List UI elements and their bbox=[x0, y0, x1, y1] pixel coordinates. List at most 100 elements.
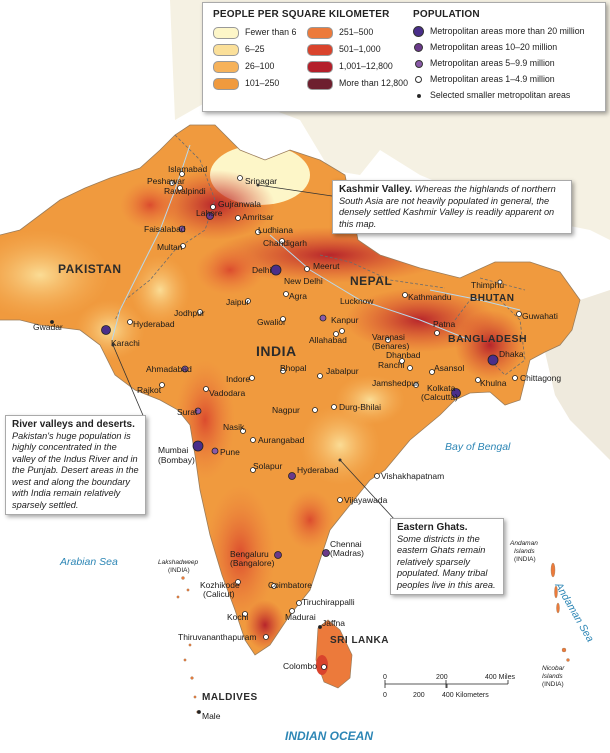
scale-miles-0: 0 bbox=[383, 674, 387, 681]
ghats-callout: Eastern Ghats. Some districts in the eas… bbox=[390, 518, 504, 595]
indus-callout-text: Pakistan's huge population is highly con… bbox=[12, 430, 139, 510]
density-legend-title: PEOPLE PER SQUARE KILOMETER bbox=[213, 9, 390, 20]
maldives-label: MALDIVES bbox=[202, 692, 258, 703]
city-surat: Surat bbox=[177, 407, 198, 417]
city-bengaluru-alt: (Bangalore) bbox=[230, 558, 275, 568]
kashmir-callout-title: Kashmir Valley. bbox=[339, 184, 413, 195]
city-jaipur: Jaipur bbox=[226, 297, 249, 307]
city-ludhiana: Ludhiana bbox=[258, 225, 293, 235]
bangladesh-label: BANGLADESH bbox=[448, 333, 527, 345]
city-varanasi-alt: (Benares) bbox=[372, 341, 409, 351]
large-purple-dot-icon bbox=[413, 26, 424, 38]
small-purple-dot-icon bbox=[414, 59, 423, 68]
coastline bbox=[0, 124, 581, 656]
city-meerut: Meerut bbox=[313, 261, 340, 271]
density-swatch-8 bbox=[307, 77, 333, 90]
city-peshawar: Peshawar bbox=[147, 176, 185, 186]
density-class-1: Fewer than 6 bbox=[213, 25, 296, 39]
city-rawalpindi: Rawalpindi bbox=[164, 186, 206, 196]
city-dhanbad: Dhanbad bbox=[386, 350, 421, 360]
city-jabalpur: Jabalpur bbox=[326, 366, 359, 376]
city-hyderabad-in: Hyderabad bbox=[297, 465, 339, 475]
city-kozhikode: Kozhikode bbox=[200, 580, 240, 590]
city-vijayawada: Vijayawada bbox=[344, 495, 388, 505]
population-class-4: Metropolitan areas 1–4.9 million bbox=[413, 72, 555, 86]
city-chittagong: Chittagong bbox=[520, 373, 561, 383]
city-guwahati: Guwahati bbox=[522, 311, 558, 321]
city-chennai-alt: (Madras) bbox=[330, 548, 364, 558]
city-gujranwala: Gujranwala bbox=[218, 199, 261, 209]
density-class-7: 1,001–12,800 bbox=[307, 59, 393, 73]
city-delhi: Delhi bbox=[252, 265, 271, 275]
lakshadweep-label: Lakshadweep bbox=[158, 559, 198, 566]
scale-bar bbox=[384, 680, 509, 688]
island-groups bbox=[176, 562, 570, 714]
lakshadweep-country-label: (INDIA) bbox=[168, 567, 190, 574]
andaman-label-1: Andaman bbox=[509, 540, 538, 547]
city-nasik: Nasik bbox=[223, 422, 245, 432]
scale-km-0: 0 bbox=[383, 692, 387, 699]
density-swatch-7 bbox=[307, 60, 333, 73]
city-bhopal: Bhopal bbox=[280, 363, 307, 373]
scale-km-400: 400 Kilometers bbox=[442, 692, 489, 699]
city-ahmadabad: Ahmadabad bbox=[146, 364, 192, 374]
city-dhaka: Dhaka bbox=[499, 349, 524, 359]
city-nagpur: Nagpur bbox=[272, 405, 300, 415]
city-kozhikode-alt: (Calicut) bbox=[203, 589, 235, 599]
density-class-3: 26–100 bbox=[213, 59, 274, 73]
city-chennai: Chennai bbox=[330, 539, 362, 549]
city-varanasi: Varanasi bbox=[372, 332, 405, 342]
city-male: Male bbox=[202, 711, 221, 721]
city-jamshedpur: Jamshedpur bbox=[372, 378, 419, 388]
city-indore: Indore bbox=[226, 374, 250, 384]
andaman-country-label: (INDIA) bbox=[514, 556, 536, 563]
city-srinagar: Srinagar bbox=[245, 176, 277, 186]
city-aurangabad: Aurangabad bbox=[258, 435, 305, 445]
city-gwadar: Gwadar bbox=[33, 322, 63, 332]
city-rajkot: Rajkot bbox=[137, 385, 162, 395]
medium-purple-dot-icon bbox=[414, 43, 423, 53]
city-kolkata-alt: (Calcutta) bbox=[421, 392, 458, 402]
population-class-1: Metropolitan areas more than 20 million bbox=[413, 24, 585, 38]
city-asansol: Asansol bbox=[434, 363, 464, 373]
city-pune: Pune bbox=[220, 447, 240, 457]
black-dot-icon bbox=[416, 93, 421, 98]
sri-lanka-land bbox=[315, 619, 353, 689]
nicobar-country-label: (INDIA) bbox=[542, 681, 564, 688]
city-mumbai: Mumbai bbox=[158, 445, 188, 455]
nicobar-label-1: Nicobar bbox=[542, 665, 565, 672]
city-durg-bhilai: Durg-Bhilai bbox=[339, 402, 381, 412]
city-hyderabad-pk: Hyderabad bbox=[133, 319, 175, 329]
rivers bbox=[111, 144, 521, 341]
density-class-4: 101–250 bbox=[213, 76, 279, 90]
density-swatch-4 bbox=[213, 77, 239, 90]
city-ranchi: Ranchi bbox=[378, 360, 405, 370]
scale-miles-400: 400 Miles bbox=[485, 674, 515, 681]
city-faisalabad: Faisalabad bbox=[144, 224, 186, 234]
city-kolkata: Kolkata bbox=[427, 383, 456, 393]
city-karachi: Karachi bbox=[111, 338, 140, 348]
density-swatch-3 bbox=[213, 60, 239, 73]
callout-leaders bbox=[112, 184, 396, 521]
nepal-label: NEPAL bbox=[350, 274, 392, 288]
city-mumbai-alt: (Bombay) bbox=[158, 455, 195, 465]
density-class-2: 6–25 bbox=[213, 42, 265, 56]
city-chandigarh: Chandigarh bbox=[263, 238, 307, 248]
density-class-8: More than 12,800 bbox=[307, 76, 408, 90]
population-legend-title: POPULATION bbox=[413, 9, 480, 20]
scale-miles-200: 200 bbox=[436, 674, 448, 681]
arabian-sea-label: Arabian Sea bbox=[59, 556, 118, 568]
city-markers bbox=[50, 171, 522, 714]
indus-callout: River valleys and deserts. Pakistan's hu… bbox=[5, 415, 146, 515]
nicobar-label-2: Islands bbox=[542, 673, 563, 680]
density-swatch-1 bbox=[213, 26, 239, 39]
pakistan-label: PAKISTAN bbox=[58, 262, 122, 276]
city-lucknow: Lucknow bbox=[340, 296, 374, 306]
kashmir-callout: Kashmir Valley. Whereas the highlands of… bbox=[332, 180, 572, 234]
city-jodhpur: Jodhpur bbox=[174, 308, 205, 318]
city-thimphu: Thimphu bbox=[471, 280, 504, 290]
city-allahabad: Allahabad bbox=[309, 335, 347, 345]
population-class-3: Metropolitan areas 5–9.9 million bbox=[413, 56, 555, 70]
city-colombo: Colombo bbox=[283, 661, 317, 671]
